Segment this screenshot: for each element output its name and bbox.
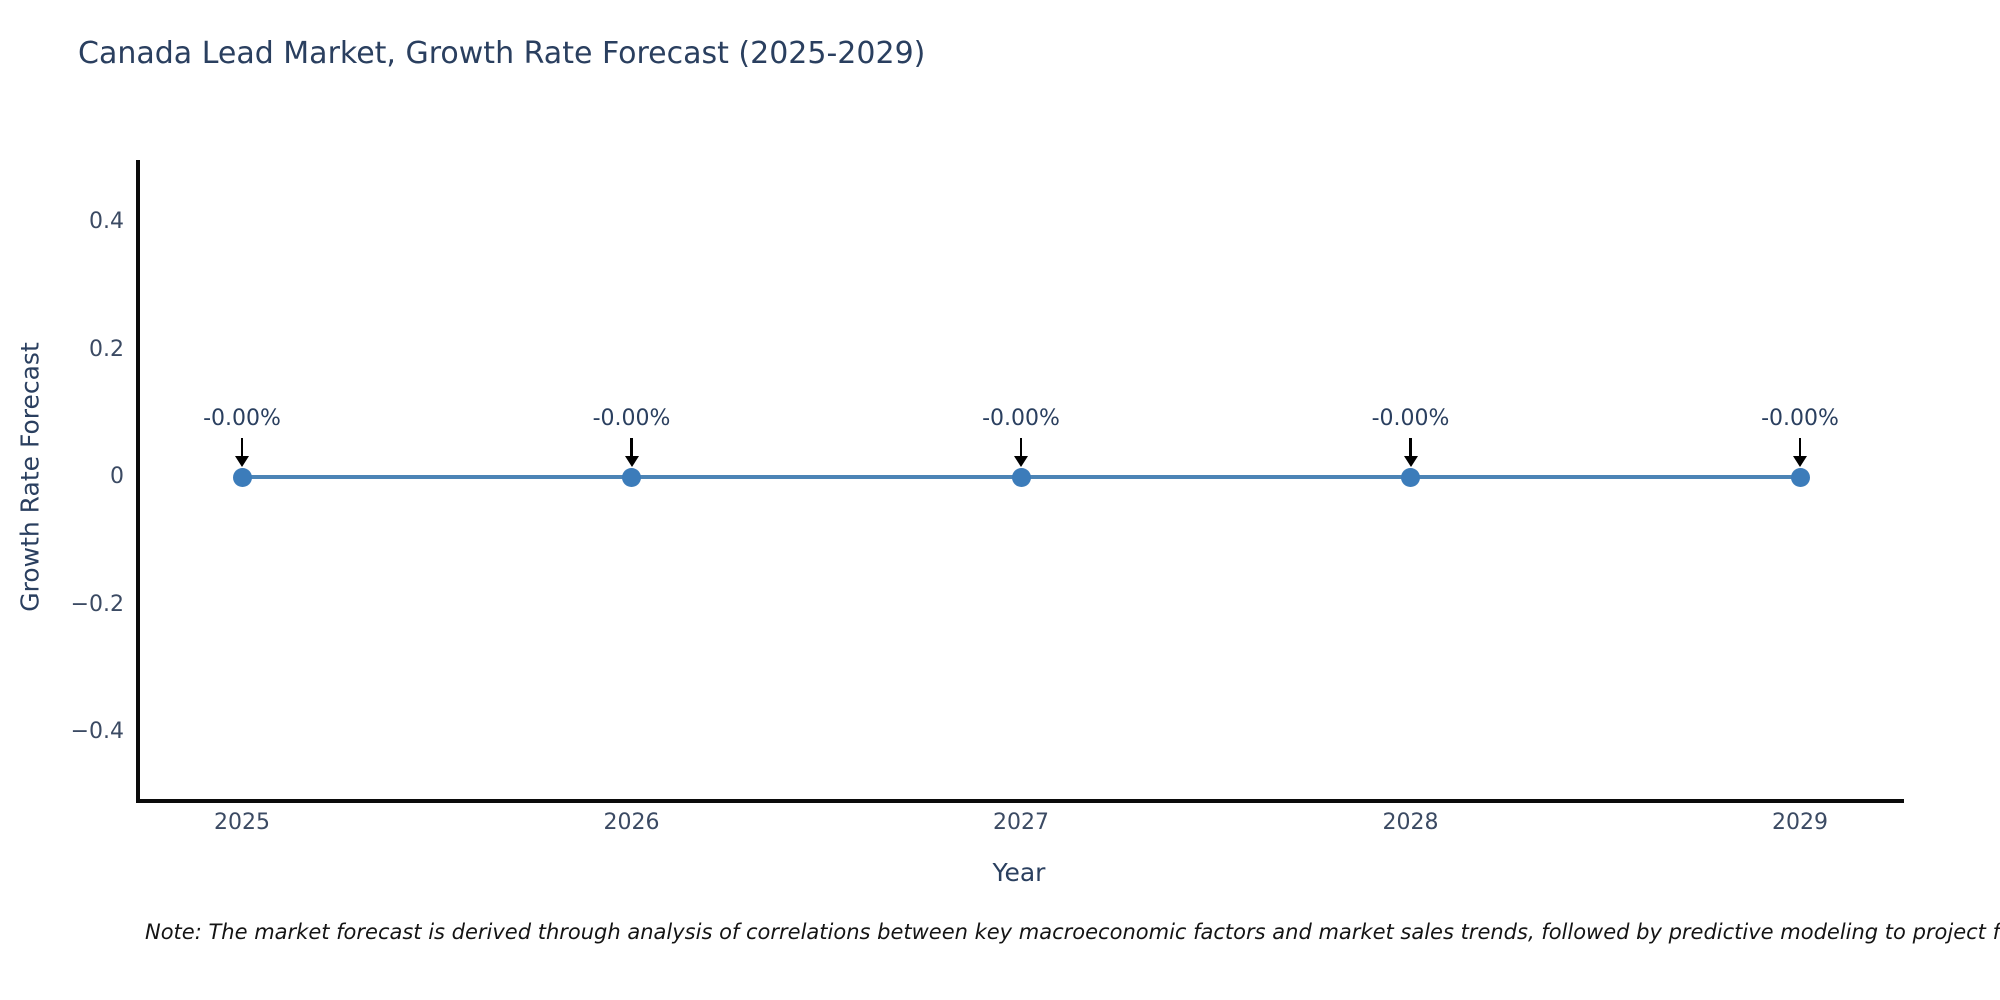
y-tick-label: 0: [110, 464, 124, 489]
data-point-marker: [1790, 467, 1810, 487]
annotation-label: -0.00%: [1371, 406, 1450, 431]
x-axis-line: [136, 799, 1904, 803]
point-annotation: -0.00%: [941, 406, 1101, 467]
x-axis-title: Year: [992, 858, 1046, 887]
y-tick-label: −0.4: [70, 719, 124, 744]
data-point-marker: [1401, 467, 1420, 487]
data-point-marker: [1011, 467, 1031, 487]
x-tick-label: 2027: [993, 810, 1049, 835]
point-annotation: -0.00%: [162, 406, 322, 467]
annotation-arrowhead-icon: [1014, 456, 1028, 467]
x-tick-label: 2026: [603, 810, 660, 835]
annotation-arrowhead-icon: [1793, 456, 1807, 467]
annotation-arrow: [240, 438, 244, 456]
point-annotation: -0.00%: [1331, 406, 1491, 467]
x-tick-label: 2028: [1382, 810, 1439, 835]
annotation-arrowhead-icon: [624, 456, 639, 467]
annotation-arrowhead-icon: [235, 456, 249, 467]
annotation-label: -0.00%: [203, 406, 281, 431]
annotation-arrow: [1409, 438, 1412, 456]
annotation-label: -0.00%: [592, 406, 671, 431]
data-point-marker: [622, 467, 641, 487]
annotation-arrow: [1019, 438, 1023, 456]
annotation-arrowhead-icon: [1403, 456, 1418, 467]
y-tick-label: −0.2: [70, 591, 124, 617]
x-tick-label: 2029: [1772, 810, 1828, 835]
point-annotation: -0.00%: [1720, 406, 1880, 467]
footnote: Note: The market forecast is derived thr…: [145, 920, 2000, 944]
annotation-label: -0.00%: [982, 406, 1060, 431]
annotation-arrow: [1798, 438, 1802, 456]
chart-title: Canada Lead Market, Growth Rate Forecast…: [78, 36, 926, 71]
annotation-label: -0.00%: [1761, 406, 1839, 431]
annotation-arrow: [630, 438, 633, 456]
data-point-marker: [232, 467, 252, 487]
point-annotation: -0.00%: [552, 406, 712, 467]
y-tick-label: 0.2: [89, 336, 124, 362]
x-tick-label: 2025: [214, 810, 270, 835]
y-axis-line: [136, 160, 140, 802]
y-tick-label: 0.4: [89, 209, 124, 234]
